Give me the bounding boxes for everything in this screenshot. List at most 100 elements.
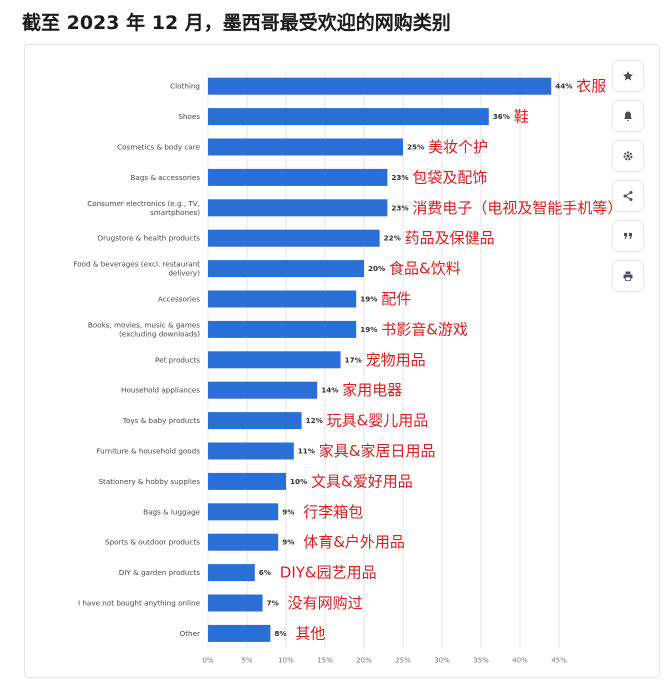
- category-label: Toys & baby products: [122, 416, 200, 425]
- value-label: 19%: [360, 295, 377, 304]
- bar[interactable]: [208, 320, 357, 338]
- annotation-label: 体育&户外用品: [303, 533, 405, 551]
- annotation-label: 消费电子（电视及智能手机等）: [412, 199, 622, 217]
- category-label: Pet products: [155, 355, 200, 364]
- value-label: 17%: [345, 355, 362, 364]
- annotation-label: 美妆个护: [428, 138, 488, 156]
- gear-icon: [623, 151, 633, 161]
- value-label: 23%: [391, 203, 408, 212]
- chart-card: 0% 5% 10% 15% 20% 25% 30% 35% 40% 45% Clothing 44% 衣…: [24, 44, 660, 678]
- settings-button[interactable]: [612, 140, 644, 172]
- category-label: Consumer electronics (e.g., TV, smartphon…: [87, 199, 200, 217]
- value-label: 25%: [407, 143, 424, 152]
- x-tick-label: 25%: [395, 657, 411, 665]
- chart-toolbar: [612, 60, 646, 300]
- bar[interactable]: [208, 564, 255, 582]
- value-label: 12%: [306, 416, 323, 425]
- annotation-label: 家具&家居日用品: [319, 442, 436, 460]
- x-tick-label: 35%: [473, 657, 489, 665]
- value-label: 20%: [368, 264, 385, 273]
- bar[interactable]: [208, 168, 388, 186]
- bar[interactable]: [208, 624, 271, 642]
- category-label: Accessories: [158, 295, 200, 304]
- annotation-label: 玩具&婴儿用品: [327, 412, 429, 430]
- annotation-label: 没有网购过: [288, 594, 363, 612]
- category-label: DIY & garden products: [119, 568, 200, 577]
- cite-button[interactable]: [612, 220, 644, 252]
- category-label: I have not bought anything online: [78, 599, 201, 608]
- star-icon: [623, 71, 633, 81]
- value-label: 9%: [282, 538, 294, 547]
- annotation-label: 书影音&游戏: [381, 320, 468, 338]
- category-label: Shoes: [178, 112, 200, 121]
- bar[interactable]: [208, 77, 552, 95]
- x-tick-label: 15%: [317, 657, 333, 665]
- annotation-label: 衣服: [576, 77, 606, 95]
- x-tick-label: 40%: [512, 657, 528, 665]
- annotation-label: 鞋: [514, 108, 529, 126]
- value-label: 6%: [259, 568, 271, 577]
- bar[interactable]: [208, 412, 302, 430]
- category-label: Furniture & household goods: [96, 447, 200, 456]
- x-tick-label: 10%: [278, 657, 294, 665]
- x-tick-label: 0%: [202, 657, 213, 665]
- x-tick-label: 5%: [241, 657, 252, 665]
- annotation-label: 文具&爱好用品: [311, 472, 413, 490]
- category-label: Sports & outdoor products: [105, 538, 200, 547]
- value-label: 8%: [274, 629, 286, 638]
- bar[interactable]: [208, 442, 294, 460]
- category-label: Clothing: [170, 82, 200, 91]
- share-button[interactable]: [612, 180, 644, 212]
- category-label: Stationery & hobby supplies: [98, 477, 200, 486]
- annotation-label: 行李箱包: [303, 503, 363, 521]
- x-tick-label: 45%: [551, 657, 567, 665]
- category-label: Bags & accessories: [130, 173, 200, 182]
- value-label: 19%: [360, 325, 377, 334]
- annotation-label: 包袋及配饰: [412, 168, 487, 186]
- favorite-button[interactable]: [612, 60, 644, 92]
- annotation-label: 宠物用品: [366, 351, 426, 369]
- bar[interactable]: [208, 138, 403, 156]
- quote-icon: [624, 233, 632, 239]
- annotation-label: 配件: [381, 290, 411, 308]
- annotation-label: 其他: [295, 624, 325, 642]
- category-label: Bags & luggage: [143, 507, 200, 516]
- annotation-label: 家用电器: [342, 381, 402, 399]
- value-label: 44%: [555, 82, 572, 91]
- bell-icon: [624, 111, 632, 121]
- bar[interactable]: [208, 381, 318, 399]
- annotation-label: 药品及保健品: [405, 229, 495, 247]
- value-label: 23%: [391, 173, 408, 182]
- x-tick-label: 20%: [356, 657, 372, 665]
- value-label: 7%: [267, 599, 279, 608]
- value-label: 36%: [493, 112, 510, 121]
- bar[interactable]: [208, 503, 279, 521]
- share-icon: [623, 191, 633, 201]
- notify-button[interactable]: [612, 100, 644, 132]
- bar[interactable]: [208, 229, 380, 247]
- bar[interactable]: [208, 108, 489, 126]
- bar[interactable]: [208, 199, 388, 217]
- annotation-label: DIY&园艺用品: [280, 564, 377, 582]
- category-label: Food & beverages (excl. restaurant delive…: [73, 260, 200, 278]
- x-tick-label: 30%: [434, 657, 450, 665]
- bar[interactable]: [208, 472, 286, 490]
- bar[interactable]: [208, 260, 364, 278]
- category-label: Drugstore & health products: [98, 234, 201, 243]
- bar-chart: 0% 5% 10% 15% 20% 25% 30% 35% 40% 45% Clothing 44% 衣…: [73, 71, 622, 665]
- value-label: 10%: [290, 477, 307, 486]
- value-label: 9%: [282, 507, 294, 516]
- print-button[interactable]: [612, 260, 644, 292]
- bar[interactable]: [208, 594, 263, 612]
- annotation-label: 食品&饮料: [389, 260, 461, 278]
- value-label: 11%: [298, 447, 315, 456]
- value-label: 14%: [321, 386, 338, 395]
- category-label: Household appliances: [121, 386, 200, 395]
- bar[interactable]: [208, 533, 279, 551]
- bar[interactable]: [208, 290, 357, 308]
- bar[interactable]: [208, 351, 341, 369]
- category-label: Books, movies, music & games (excluding d…: [88, 320, 200, 338]
- page-title: 截至 2023 年 12 月，墨西哥最受欢迎的网购类别: [22, 12, 451, 34]
- category-label: Other: [180, 629, 200, 638]
- print-icon: [623, 271, 633, 281]
